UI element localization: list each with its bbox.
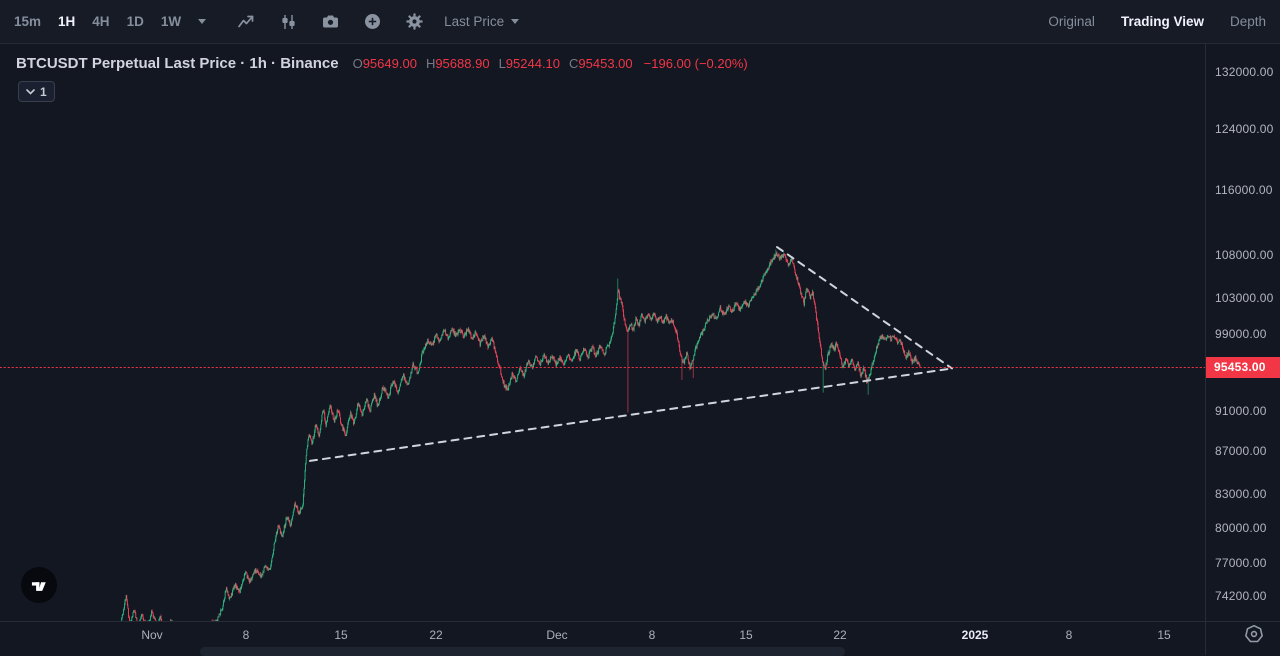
ohlc-open: O95649.00 <box>352 56 417 71</box>
tab-depth[interactable]: Depth <box>1229 14 1266 29</box>
time-axis-label: 15 <box>1157 628 1171 642</box>
top-toolbar: 15m 1H 4H 1D 1W <box>0 0 1280 44</box>
add-circle-icon[interactable] <box>362 12 382 32</box>
price-axis-separator <box>1205 44 1206 655</box>
price-axis-label: 74200.00 <box>1215 589 1267 604</box>
price-axis-label: 77000.00 <box>1215 555 1267 570</box>
timeframe-1w[interactable]: 1W <box>160 14 182 29</box>
scale-settings-icon[interactable] <box>1244 624 1264 644</box>
time-axis-separator <box>0 621 1280 622</box>
time-axis-label: Dec <box>546 628 568 642</box>
price-mode-dropdown[interactable]: Last Price <box>444 14 520 29</box>
time-axis-label: Nov <box>141 628 163 642</box>
time-axis-label: 22 <box>833 628 847 642</box>
timeframe-15m[interactable]: 15m <box>14 14 42 29</box>
tradingview-logo-icon <box>31 582 46 591</box>
price-axis-label: 80000.00 <box>1215 520 1267 535</box>
timeframe-1d[interactable]: 1D <box>126 14 144 29</box>
tab-original[interactable]: Original <box>1048 14 1095 29</box>
symbol-title: BTCUSDT Perpetual Last Price · 1h · Bina… <box>16 55 339 72</box>
chevron-down-icon <box>26 88 35 95</box>
tradingview-logo[interactable] <box>21 567 57 603</box>
price-axis-label: 87000.00 <box>1215 444 1267 459</box>
time-axis-label: 15 <box>334 628 348 642</box>
price-axis-label: 83000.00 <box>1215 487 1267 502</box>
price-mode-chevron-icon <box>511 19 520 24</box>
price-axis-label: 91000.00 <box>1215 403 1267 418</box>
time-axis-label: 8 <box>648 628 656 642</box>
price-axis-label: 108000.00 <box>1215 247 1274 262</box>
timeframe-more-chevron-icon[interactable] <box>198 19 207 24</box>
indicators-icon[interactable] <box>278 12 298 32</box>
ohlc-low: L95244.10 <box>498 56 561 71</box>
ohlc-high: H95688.90 <box>425 56 490 71</box>
price-change: −196.00 (−0.20%) <box>643 56 748 71</box>
chart-legend: BTCUSDT Perpetual Last Price · 1h · Bina… <box>16 55 748 72</box>
line-chart-icon[interactable] <box>236 12 256 32</box>
view-mode-tabs: Original Trading View Depth <box>1022 14 1266 29</box>
bottom-scrollbar[interactable] <box>200 647 845 656</box>
object-tree-button[interactable]: 1 <box>18 81 55 102</box>
timeframe-4h[interactable]: 4H <box>92 14 110 29</box>
ohlc-close: C95453.00 <box>569 56 633 71</box>
time-axis[interactable]: Nov 8 15 22 Dec 8 15 22 2025 8 15 <box>0 622 1205 655</box>
price-axis-label: 103000.00 <box>1215 290 1274 305</box>
time-axis-label: 22 <box>429 628 443 642</box>
last-price-tag: 95453.00 <box>1206 356 1280 378</box>
time-axis-label: 8 <box>242 628 250 642</box>
time-axis-label: 8 <box>1065 628 1073 642</box>
price-axis-label: 99000.00 <box>1215 326 1267 341</box>
time-axis-label: 2025 <box>961 628 989 642</box>
price-axis-label: 124000.00 <box>1215 121 1274 136</box>
price-axis-label: 132000.00 <box>1215 64 1274 79</box>
price-axis[interactable]: 95453.00 132000.00 124000.00 116000.00 1080… <box>1206 45 1280 622</box>
timeframe-1h[interactable]: 1H <box>58 14 76 29</box>
toolbar-left-group: 15m 1H 4H 1D 1W <box>14 12 520 32</box>
time-axis-label: 15 <box>739 628 753 642</box>
price-axis-label: 116000.00 <box>1215 182 1273 197</box>
object-count: 1 <box>40 84 47 99</box>
candlestick-chart-canvas[interactable] <box>0 45 1205 622</box>
tab-trading-view[interactable]: Trading View <box>1120 14 1204 29</box>
settings-gear-icon[interactable] <box>404 12 424 32</box>
camera-icon[interactable] <box>320 12 340 32</box>
price-mode-label: Last Price <box>444 14 505 29</box>
